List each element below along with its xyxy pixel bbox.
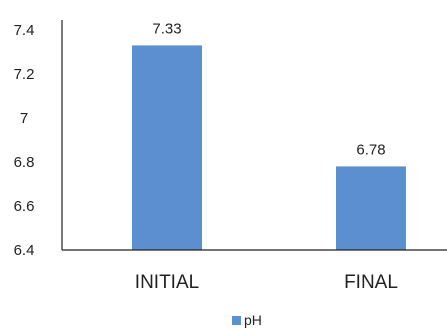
data-label-initial: 7.33 [152,20,181,37]
category-label-final: FINAL [344,272,398,293]
legend: pH [232,312,262,328]
axes-layer [61,20,447,251]
category-label-initial: INITIAL [135,272,199,293]
legend-swatch-ph [232,316,241,325]
data-label-final: 6.78 [356,141,385,158]
bars-layer [132,45,406,251]
y-tick-labels: 6.4 6.6 6.8 7 7.2 7.4 [14,22,35,259]
y-tick-label: 6.4 [14,242,35,259]
legend-label-ph: pH [244,312,262,328]
category-labels: INITIAL FINAL [135,272,398,293]
bar-initial [132,45,202,251]
y-tick-label: 7.4 [14,22,35,39]
data-labels: 7.33 6.78 [152,20,385,158]
y-tick-label: 6.6 [14,198,35,215]
y-tick-label: 6.8 [14,154,35,171]
y-tick-label: 7.2 [14,66,35,83]
bar-final [336,166,406,250]
y-tick-label: 7 [20,110,28,127]
